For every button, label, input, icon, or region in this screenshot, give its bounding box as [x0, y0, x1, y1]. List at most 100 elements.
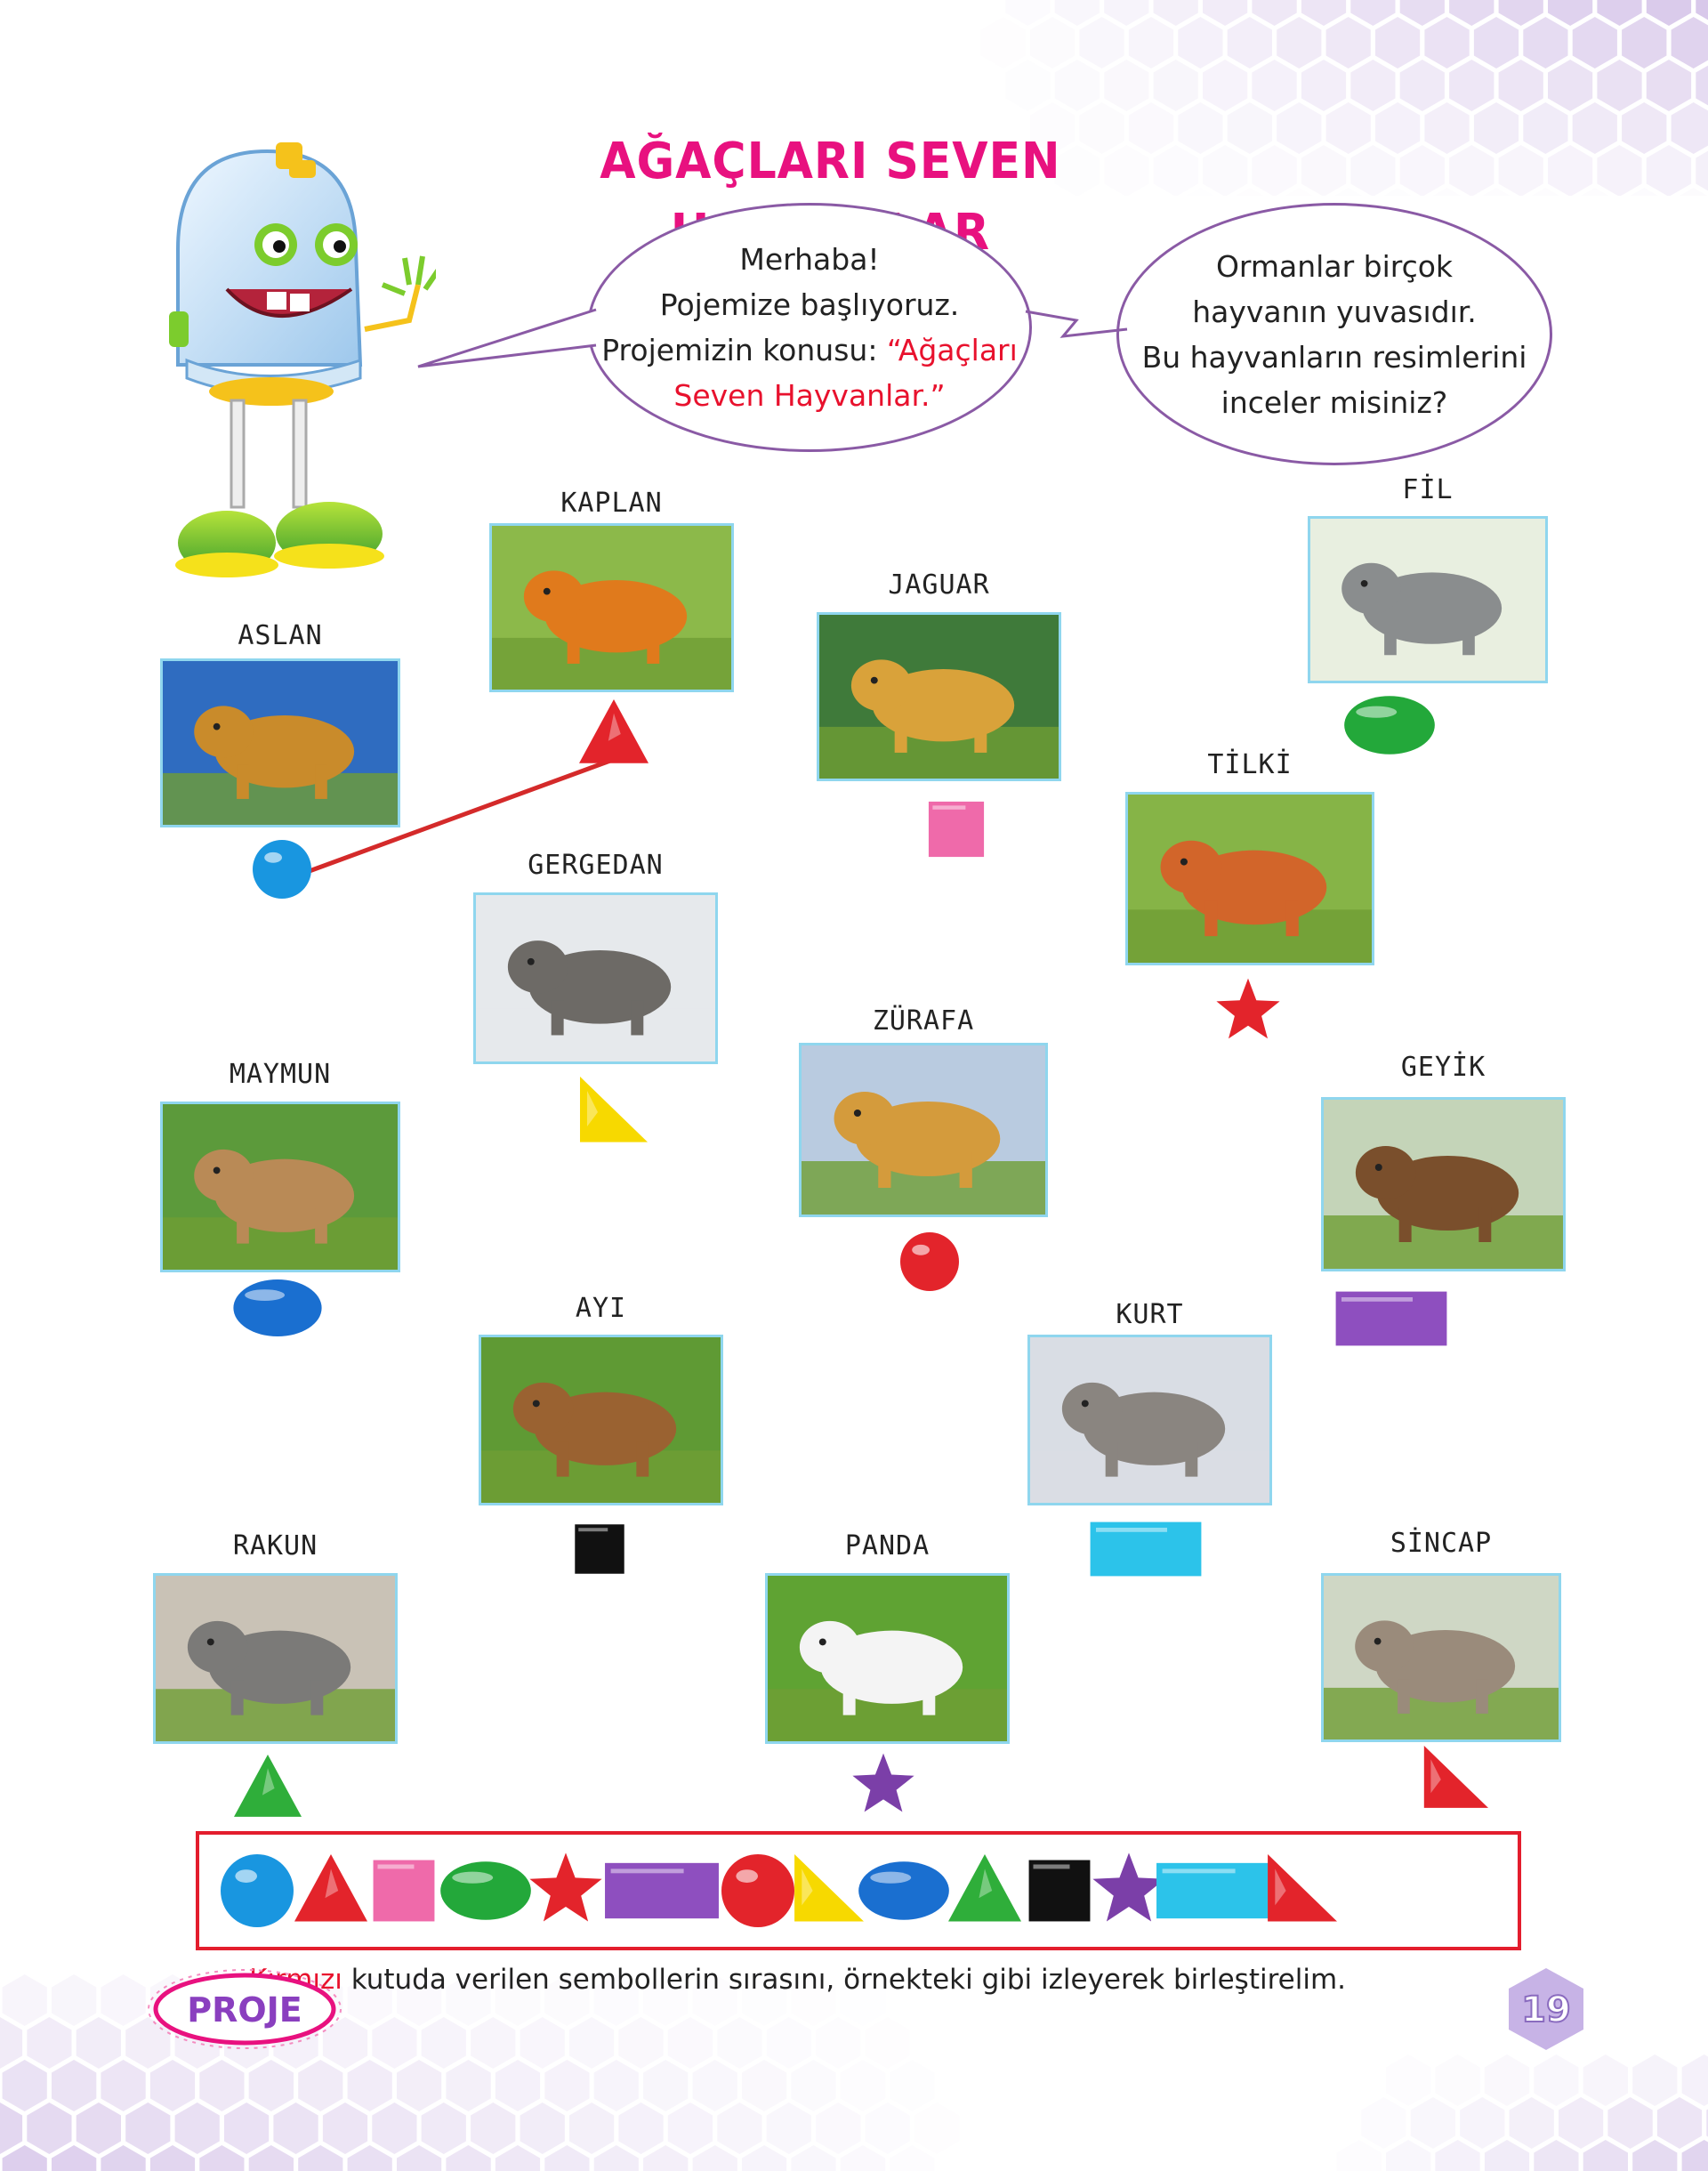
sequence-symbol-star [529, 1852, 602, 1922]
sequence-symbol-star [1092, 1852, 1165, 1922]
hexagon-tile [101, 2060, 146, 2111]
hexagon-tile [1482, 188, 1511, 196]
hexagon-tile [298, 2060, 343, 2111]
hexagon-tile [1325, 17, 1371, 69]
hexagon-tile [766, 2102, 811, 2154]
sequence-symbol-rectangle [605, 1862, 719, 1919]
hexagon-tile [1178, 102, 1223, 154]
project-topic-highlight: “Ağaçları [886, 333, 1018, 367]
hexagon-tile [1473, 102, 1519, 154]
hexagon-tile [618, 2102, 664, 2154]
animal-photo-ti̇lki̇ [1125, 792, 1374, 965]
hexagon-tile [1399, 145, 1445, 196]
hexagon-tile [2, 2145, 47, 2171]
animal-label-si̇ncap: SİNCAP [1390, 1528, 1493, 1559]
speech-bubble-tail-left [417, 308, 597, 368]
animal-symbol-jaguar [928, 801, 985, 858]
hexagon-tile [1104, 60, 1149, 111]
hexagon-tile [866, 2017, 910, 2069]
animal-label-fi̇l: FİL [1402, 474, 1454, 505]
hexagon-tile [1386, 2140, 1431, 2171]
animal-photo-ayi [479, 1335, 723, 1505]
hexagon-tile [52, 2060, 97, 2111]
animal-label-kurt: KURT [1116, 1299, 1184, 1330]
hexagon-tile [1277, 188, 1321, 196]
hexagon-tile [1325, 102, 1371, 154]
robot-mascot-illustration [169, 142, 436, 577]
animal-label-aslan: ASLAN [238, 620, 323, 651]
animal-symbol-gergedan [580, 1077, 648, 1142]
sequence-symbol-square [1028, 1860, 1091, 1922]
hexagon-tile [1523, 102, 1568, 154]
hexagon-tile [1696, 150, 1708, 191]
animal-symbol-kaplan [579, 699, 649, 763]
hexagon-tile [1399, 0, 1445, 26]
hexagon-tile [1128, 17, 1174, 69]
hexagon-tile [1572, 17, 1617, 69]
hexagon-tile [1399, 60, 1445, 111]
speech-bubble-right: Ormanlar birçok hayvanın yuvasıdır. Bu h… [1116, 203, 1552, 465]
hexagon-tile [322, 2102, 368, 2154]
animal-symbol-rakun [234, 1755, 302, 1817]
animal-label-kaplan: KAPLAN [560, 488, 663, 519]
hexagon-tile [421, 2017, 466, 2069]
hexagon-tile [1153, 60, 1198, 111]
hexagon-tile [273, 2102, 318, 2154]
symbol-sequence-box [196, 1831, 1521, 1950]
hexagon-tile [1597, 60, 1642, 111]
hexagon-tile [1350, 60, 1396, 111]
hexagon-tile [890, 2145, 935, 2171]
hexagon-tile [520, 2102, 565, 2154]
bubble-line: inceler misiniz? [1221, 384, 1448, 420]
hexagon-tile [248, 2145, 294, 2171]
hexagon-tile [52, 1974, 97, 2026]
hexagon-tile [1252, 0, 1297, 26]
hexagon-tile [1005, 0, 1051, 26]
hexagon-tile [149, 2060, 196, 2111]
hexagon-tile [1680, 188, 1708, 196]
hexagon-tile [27, 2017, 72, 2069]
hexagon-tile [1301, 145, 1347, 196]
animal-symbol-aslan [253, 840, 311, 899]
speech-bubble-connector [1025, 310, 1128, 338]
hexagon-tile [791, 2060, 836, 2111]
hexagon-tile [1656, 2097, 1703, 2149]
hexagon-tile [1548, 145, 1593, 196]
hexagon-tile [816, 2017, 861, 2069]
hexagon-tile [865, 2102, 910, 2154]
hexagon-tile [1227, 17, 1272, 69]
animal-symbol-panda [852, 1753, 914, 1812]
proje-badge: PROJE [148, 1969, 342, 2049]
hexagon-tile [1432, 188, 1462, 196]
hexagon-tile [125, 2102, 171, 2154]
hexagon-tile [981, 17, 1026, 69]
animal-label-rakun: RAKUN [232, 1530, 318, 1562]
hexagon-tile [692, 2145, 737, 2171]
symbol-sequence [221, 1852, 1337, 1927]
hexagon-tile [1054, 60, 1100, 111]
hexagon-tile [372, 2017, 417, 2069]
hexagon-tile [372, 2102, 417, 2154]
bubble-line: Ormanlar birçok [1215, 248, 1454, 284]
hexagon-tile [1301, 0, 1347, 26]
animal-photo-zürafa [799, 1043, 1048, 1217]
hexagon-tile [1583, 2140, 1628, 2171]
hexagon-tile [593, 2060, 639, 2111]
hexagon-tile [347, 2145, 392, 2171]
hexagon-tile [1548, 60, 1593, 111]
hexagon-tile [667, 2102, 713, 2154]
hexagon-tile [1361, 2097, 1406, 2149]
hexagon-tile [1484, 2140, 1530, 2171]
bubble-line: Projemizin konusu: [601, 333, 887, 367]
hexagon-tile [1005, 60, 1051, 111]
animal-label-panda: PANDA [844, 1530, 931, 1562]
hexagon-tile [1696, 0, 1708, 20]
hexagon-tile [1375, 102, 1421, 154]
hexagon-tile [1252, 145, 1297, 196]
hexagon-tile [1203, 60, 1248, 111]
hexagon-tile [1622, 102, 1667, 154]
sequence-symbol-triangle [294, 1854, 367, 1922]
hexagon-tile [0, 2017, 23, 2069]
hexagon-tile [1597, 145, 1642, 196]
animal-symbol-maymun [233, 1279, 322, 1336]
